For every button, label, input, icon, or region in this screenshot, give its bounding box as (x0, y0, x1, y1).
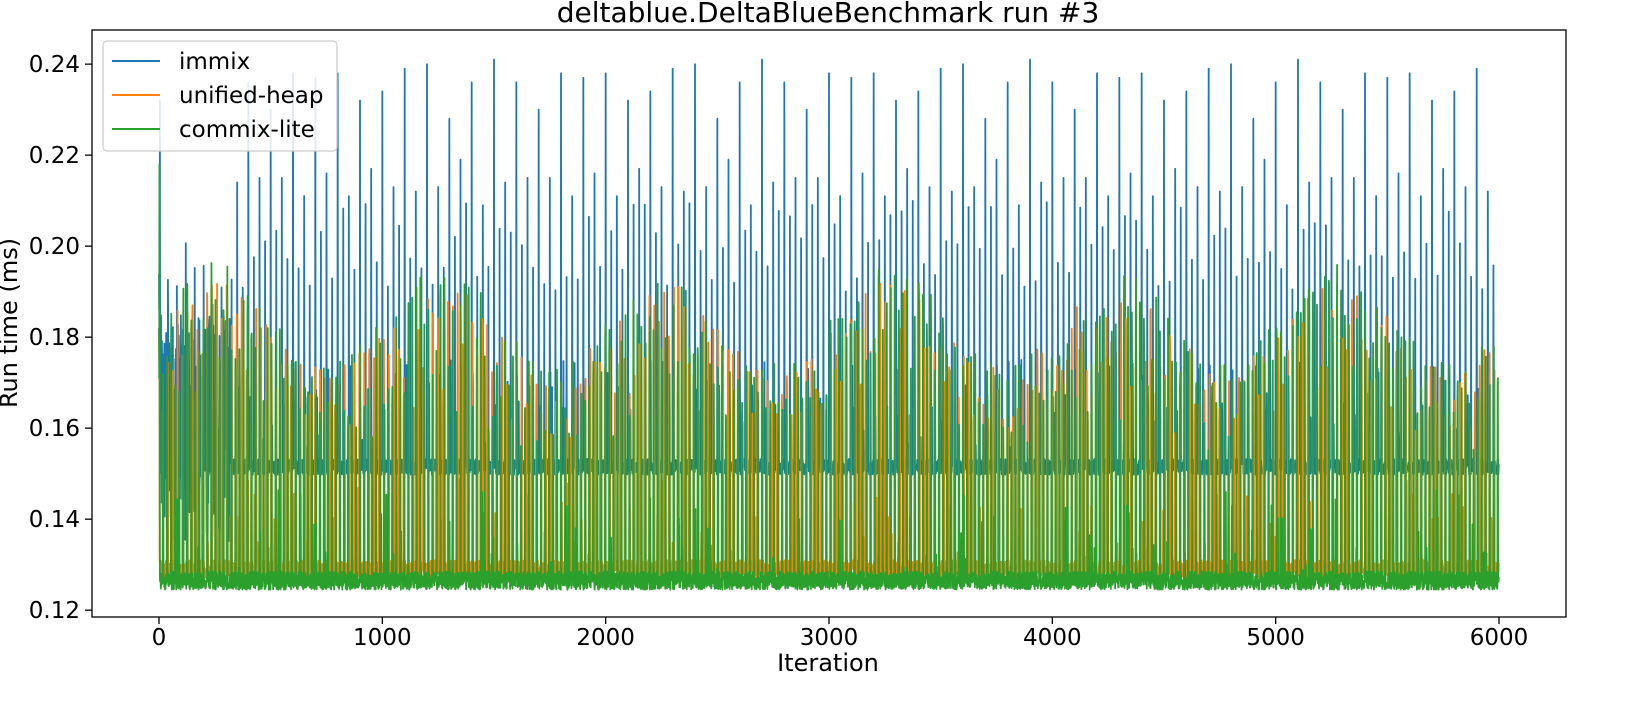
x-tick-label: 4000 (1023, 625, 1082, 651)
legend: immix unified-heap commix-lite (102, 40, 338, 152)
y-tick-label: 0.14 (29, 507, 80, 533)
legend-label-unified-heap: unified-heap (179, 83, 324, 109)
y-tick-label: 0.18 (29, 325, 80, 351)
y-tick-label: 0.12 (29, 598, 80, 624)
y-tick-label: 0.20 (29, 234, 80, 260)
x-tick-label: 2000 (576, 625, 635, 651)
series-line-commix-lite (158, 163, 1500, 591)
series-line-immix (158, 58, 1500, 542)
x-tick-label: 6000 (1470, 625, 1529, 651)
legend-box (102, 40, 338, 152)
chart-title: deltablue.DeltaBlueBenchmark run #3 (557, 0, 1100, 29)
series-layer (158, 58, 1500, 591)
x-tick-label: 3000 (800, 625, 859, 651)
x-axis: 0 1000 2000 3000 4000 5000 6000 (152, 617, 1529, 651)
x-tick-label: 1000 (353, 625, 412, 651)
y-tick-label: 0.22 (29, 143, 80, 169)
x-tick-label: 0 (152, 625, 167, 651)
y-tick-label: 0.24 (29, 52, 80, 78)
x-tick-label: 5000 (1246, 625, 1305, 651)
x-axis-label: Iteration (777, 649, 879, 677)
legend-label-immix: immix (179, 49, 250, 75)
y-axis: 0.12 0.14 0.16 0.18 0.20 0.22 0.24 (29, 52, 92, 624)
y-axis-label: Run time (ms) (0, 238, 23, 408)
series-line-unified-heap (158, 282, 1500, 580)
y-tick-label: 0.16 (29, 416, 80, 442)
legend-label-commix-lite: commix-lite (179, 117, 315, 143)
